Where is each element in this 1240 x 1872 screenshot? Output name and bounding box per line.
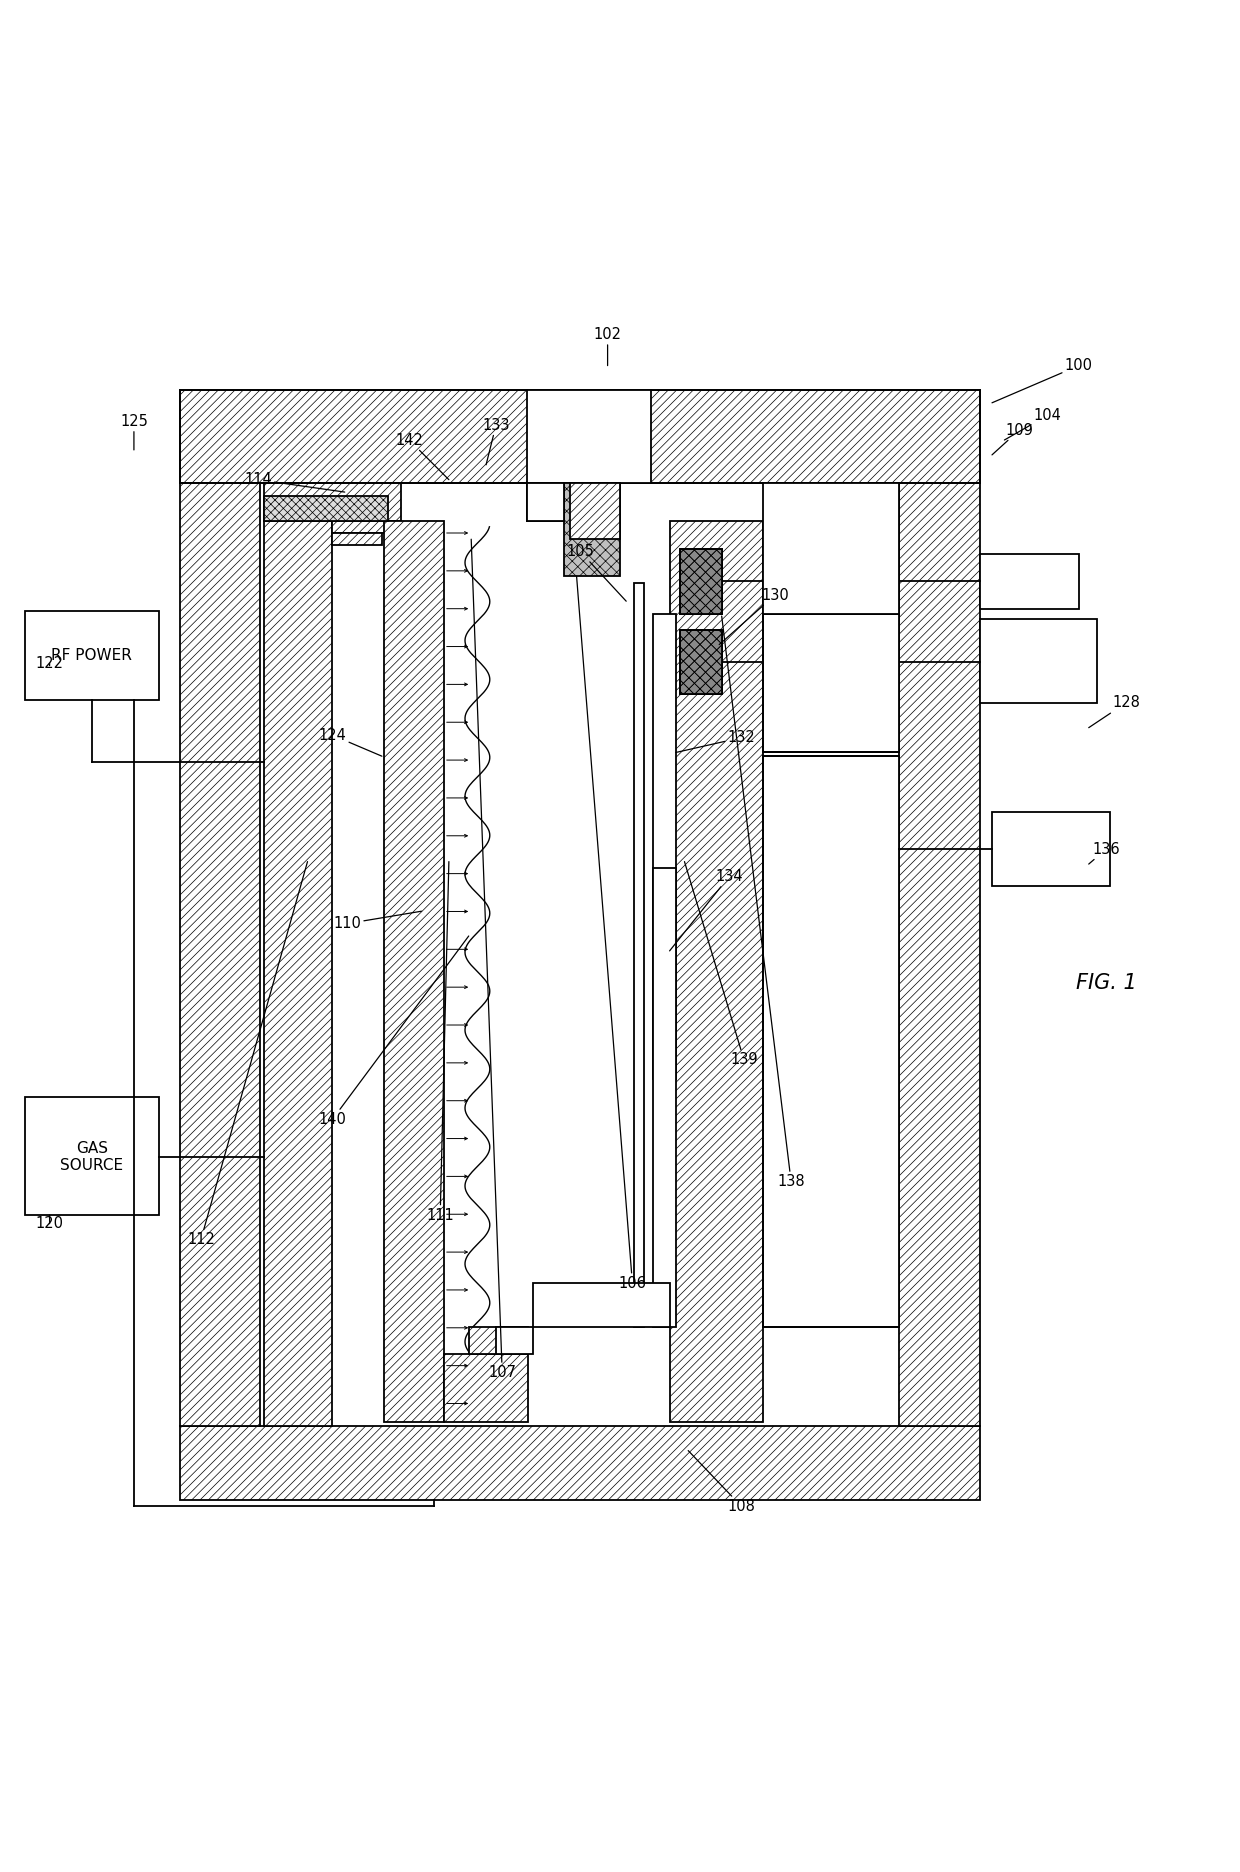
Text: 133: 133 bbox=[482, 417, 510, 464]
Bar bbox=[992, 812, 1110, 887]
Text: 112: 112 bbox=[187, 861, 308, 1247]
Text: 128: 128 bbox=[1089, 695, 1140, 728]
Bar bbox=[680, 548, 722, 614]
Bar bbox=[496, 1327, 533, 1353]
Text: GAS
SOURCE: GAS SOURCE bbox=[61, 1140, 123, 1174]
Text: RF POWER: RF POWER bbox=[51, 648, 133, 663]
Text: 138: 138 bbox=[722, 616, 805, 1189]
Text: 124: 124 bbox=[319, 728, 382, 756]
Bar bbox=[680, 629, 722, 695]
Bar bbox=[634, 582, 644, 1327]
Bar bbox=[680, 548, 722, 614]
Text: 134: 134 bbox=[670, 869, 743, 951]
Text: 109: 109 bbox=[992, 423, 1033, 455]
Text: 100: 100 bbox=[992, 358, 1092, 402]
Bar bbox=[564, 483, 620, 577]
Text: 110: 110 bbox=[334, 912, 422, 930]
Bar bbox=[680, 629, 722, 695]
Bar bbox=[527, 483, 564, 520]
Text: 120: 120 bbox=[36, 1215, 63, 1232]
Bar bbox=[680, 629, 722, 695]
Bar bbox=[332, 534, 382, 545]
Text: 108: 108 bbox=[688, 1451, 755, 1514]
Bar bbox=[653, 869, 676, 1327]
Bar bbox=[25, 1097, 159, 1215]
Bar bbox=[180, 1426, 980, 1499]
Bar bbox=[384, 520, 444, 1423]
Text: FIG. 1: FIG. 1 bbox=[1076, 973, 1136, 994]
Text: 130: 130 bbox=[719, 588, 789, 644]
Text: 106: 106 bbox=[577, 577, 646, 1290]
Text: 111: 111 bbox=[427, 861, 454, 1222]
Bar bbox=[533, 1282, 670, 1327]
Bar bbox=[763, 483, 899, 614]
Bar bbox=[570, 483, 620, 539]
Bar bbox=[332, 520, 401, 534]
Bar bbox=[444, 1353, 528, 1423]
Bar bbox=[980, 554, 1079, 608]
Bar bbox=[680, 548, 722, 614]
Bar bbox=[264, 483, 401, 520]
Bar bbox=[180, 391, 980, 483]
Bar bbox=[763, 756, 899, 1327]
Text: 114: 114 bbox=[244, 472, 345, 492]
Bar bbox=[763, 614, 899, 753]
Text: 132: 132 bbox=[676, 730, 755, 753]
Text: 142: 142 bbox=[396, 432, 449, 479]
Text: 139: 139 bbox=[684, 861, 758, 1067]
Bar bbox=[980, 618, 1097, 702]
Bar bbox=[264, 496, 388, 520]
Bar bbox=[670, 520, 763, 1423]
Bar bbox=[25, 610, 159, 700]
Bar bbox=[180, 483, 260, 1426]
Text: 125: 125 bbox=[120, 414, 148, 449]
Text: 122: 122 bbox=[36, 655, 63, 670]
Bar bbox=[264, 520, 332, 1426]
Bar bbox=[653, 614, 676, 1078]
Text: 107: 107 bbox=[471, 539, 516, 1380]
Bar bbox=[899, 483, 980, 1426]
Bar bbox=[527, 391, 651, 483]
Text: 140: 140 bbox=[319, 936, 469, 1127]
Text: 105: 105 bbox=[567, 545, 626, 601]
Text: 136: 136 bbox=[1089, 842, 1120, 865]
Bar bbox=[469, 1327, 528, 1353]
Text: 102: 102 bbox=[594, 328, 621, 365]
Text: 104: 104 bbox=[1004, 408, 1061, 440]
